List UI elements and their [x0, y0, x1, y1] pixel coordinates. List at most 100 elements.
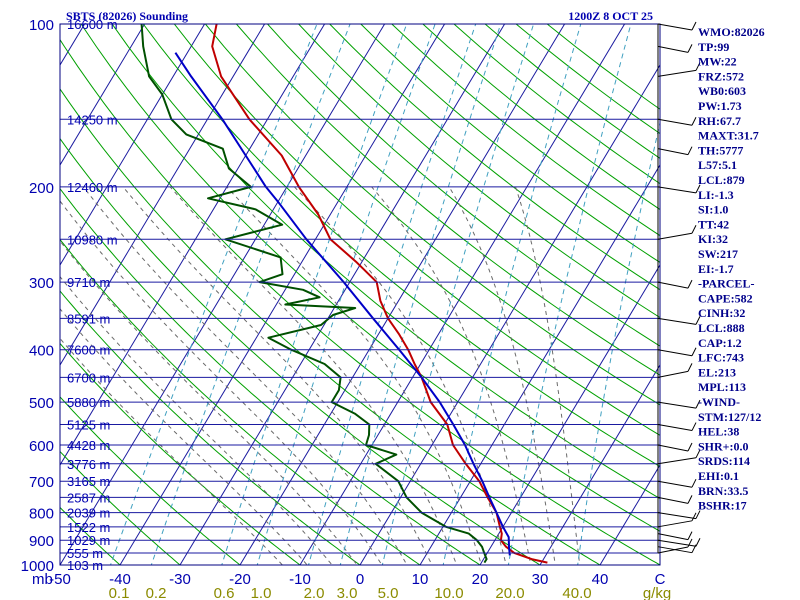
wind-barb-feather: [691, 117, 697, 126]
moist-adiabat-line: [60, 240, 358, 565]
wind-barb: [657, 186, 697, 194]
height-label: 9710 m: [67, 275, 110, 290]
pressure-unit-label: mb: [32, 571, 53, 588]
sounding-index: LI:-1.3: [698, 188, 734, 202]
sounding-index: WMO:82026: [698, 25, 765, 39]
sounding-index: BRN:33.5: [698, 484, 748, 498]
sounding-index: MW:22: [698, 55, 737, 69]
wind-barb: [657, 480, 693, 488]
temperature-tick-label: 10: [412, 571, 429, 588]
dry-adiabat-line: [205, 24, 660, 406]
wind-barb: [657, 533, 689, 541]
dry-adiabat-line: [60, 137, 541, 565]
indices-panel: WMO:82026TP:99MW:22FRZ:572WB0:603PW:1.73…: [698, 25, 765, 513]
height-label: 1029 m: [67, 533, 110, 548]
mixing-ratio-line: [109, 24, 318, 565]
moist-adiabat-line: [83, 186, 408, 565]
height-label: 103 m: [67, 558, 103, 573]
wind-barb: [657, 281, 689, 289]
height-label: 3165 m: [67, 474, 110, 489]
mixing-ratio-label: 0.2: [146, 585, 167, 600]
wind-barb: [657, 317, 697, 325]
wind-barb-feather: [687, 363, 693, 372]
wind-barb-feather: [687, 538, 693, 548]
dry-adiabat-line: [298, 24, 660, 319]
wind-barb: [657, 512, 697, 520]
height-label: 16600 m: [67, 17, 118, 32]
pressure-tick-label: 300: [29, 275, 54, 292]
height-label: 5880 m: [67, 395, 110, 410]
dry-adiabat-line: [360, 24, 660, 263]
height-label: 8591 m: [67, 311, 110, 326]
wind-barb-feather: [695, 184, 701, 194]
dry-adiabat-line: [329, 24, 660, 291]
isotherm-line: [60, 24, 266, 366]
wind-barb-feather: [687, 146, 693, 155]
sounding-index: SHR+:0.0: [698, 439, 749, 453]
isotherm-line: [179, 24, 506, 565]
sounding-index: FRZ:572: [698, 69, 744, 83]
sounding-index: -WIND-: [698, 395, 740, 409]
isotherm-line: [539, 364, 660, 565]
isotherm-line: [239, 24, 566, 565]
wind-barb-feather: [687, 442, 693, 452]
height-label: 14250 m: [67, 112, 118, 127]
wind-barb-feather: [691, 21, 697, 31]
temperature-tick-label: -50: [49, 571, 71, 588]
height-label: 6700 m: [67, 370, 110, 385]
mixing-ratio-line: [256, 24, 436, 565]
temperature-tick-label: C: [655, 571, 666, 588]
plot-frame: [59, 23, 661, 566]
temperature-tick-label: 20: [472, 571, 489, 588]
pressure-tick-label: 500: [29, 395, 54, 412]
dry-adiabat-line: [80, 24, 660, 532]
sounding-index: BSHR:17: [698, 499, 747, 513]
wind-barb: [657, 148, 689, 156]
sounding-index: KI:32: [698, 232, 728, 246]
moist-adiabat-line: [448, 186, 556, 565]
wind-barb: [657, 539, 697, 547]
pressure-tick-label: 600: [29, 438, 54, 455]
moist-adiabat-line: [515, 186, 581, 565]
mixing-ratio-line: [150, 24, 351, 565]
sounding-index: RH:67.7: [698, 114, 741, 128]
temperature-profile-line: [211, 24, 548, 564]
pressure-tick-label: 200: [29, 180, 54, 197]
wind-barb-feather: [691, 422, 697, 431]
height-label: 3776 m: [67, 457, 110, 472]
sounding-index: HEL:38: [698, 425, 739, 439]
moist-adiabat-line: [60, 200, 383, 565]
wind-barb-feather: [695, 449, 701, 459]
sounding-index: L57:5.1: [698, 158, 737, 172]
observation-time: 1200Z 8 OCT 25: [568, 9, 653, 23]
isotherm-line: [299, 24, 626, 565]
height-label: 2587 m: [67, 490, 110, 505]
isotherm-line: [119, 24, 446, 565]
dry-adiabat-line: [60, 506, 121, 565]
wind-barb-feather: [691, 225, 697, 234]
wind-barb: [657, 444, 689, 452]
sounding-index: TH:5777: [698, 143, 743, 157]
sounding-index: LCL:879: [698, 173, 745, 187]
mixing-ratio-line: [507, 24, 632, 565]
isotherm-line: [359, 64, 660, 565]
dry-adiabat-line: [60, 187, 481, 565]
mixing-ratio-label: 5.0: [378, 585, 399, 600]
wind-barb: [657, 496, 689, 504]
height-label: 4428 m: [67, 438, 110, 453]
sounding-index: WB0:603: [698, 84, 746, 98]
wind-barb: [657, 457, 697, 465]
moist-adiabat-line: [294, 186, 507, 565]
moist-adiabat-line: [169, 186, 458, 565]
moist-adiabat-line: [371, 186, 532, 565]
mixing-ratio-label: g/kg: [643, 585, 671, 600]
moist-adiabat-line: [60, 308, 308, 565]
temperature-tick-label: 0: [356, 571, 364, 588]
wind-barb: [657, 424, 693, 432]
mixing-ratio-label: 0.6: [214, 585, 235, 600]
height-label: 1522 m: [67, 520, 110, 535]
sounding-index: -PARCEL-: [698, 277, 754, 291]
pressure-tick-label: 800: [29, 506, 54, 523]
wind-barb: [657, 546, 693, 554]
